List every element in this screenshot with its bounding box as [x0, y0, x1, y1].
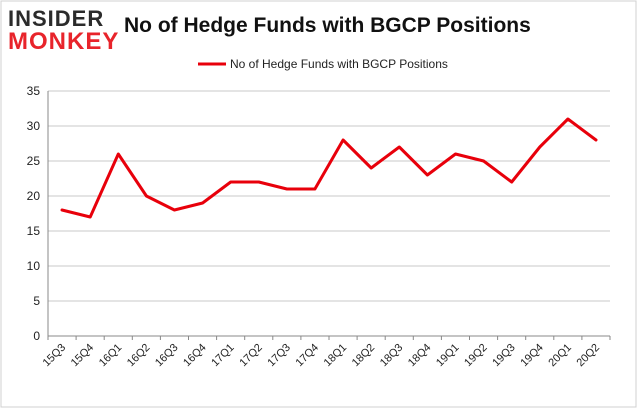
insider-monkey-logo: INSIDER MONKEY — [8, 6, 120, 55]
data-point — [173, 209, 175, 211]
x-tick-label: 17Q3 — [265, 342, 293, 370]
data-point — [61, 209, 63, 211]
x-tick-label: 20Q2 — [575, 342, 603, 370]
grid-lines — [48, 90, 610, 337]
x-tick-label: 16Q4 — [181, 342, 209, 370]
logo-line-2: MONKEY — [8, 28, 120, 55]
series-layer — [60, 117, 598, 219]
data-point — [539, 146, 541, 148]
data-point — [567, 118, 569, 120]
data-point — [398, 146, 400, 148]
data-point — [117, 153, 119, 155]
data-point — [426, 174, 428, 176]
x-tick-label: 19Q4 — [518, 342, 546, 370]
y-tick-label: 0 — [33, 329, 40, 343]
x-tick-label: 19Q3 — [490, 342, 518, 370]
x-tick-label: 16Q1 — [97, 342, 125, 370]
x-tick-label: 17Q4 — [294, 342, 322, 370]
chart-title: No of Hedge Funds with BGCP Positions — [124, 14, 531, 37]
legend-label: No of Hedge Funds with BGCP Positions — [230, 57, 448, 71]
data-point — [286, 188, 288, 190]
x-tick-label: 15Q3 — [41, 342, 69, 370]
y-tick-label: 25 — [27, 154, 41, 168]
y-tick-label: 35 — [27, 84, 41, 98]
data-point — [595, 139, 597, 141]
x-tick-label: 18Q4 — [406, 342, 434, 370]
x-tick-label: 18Q1 — [322, 342, 350, 370]
data-point — [314, 188, 316, 190]
x-tick-label: 17Q2 — [237, 342, 265, 370]
y-tick-label: 5 — [33, 294, 40, 308]
data-point — [230, 181, 232, 183]
data-point — [89, 216, 91, 218]
x-tick-label: 18Q2 — [350, 342, 378, 370]
x-tick-label: 20Q1 — [546, 342, 574, 370]
data-point — [202, 202, 204, 204]
y-tick-label: 10 — [27, 259, 41, 273]
data-point — [145, 195, 147, 197]
y-tick-label: 30 — [27, 119, 41, 133]
data-point — [342, 139, 344, 141]
x-tick-label: 19Q1 — [434, 342, 462, 370]
x-tick-label: 16Q2 — [125, 342, 153, 370]
data-point — [258, 181, 260, 183]
y-tick-label: 15 — [27, 224, 41, 238]
y-axis: 0 5 10 15 20 25 30 35 — [27, 84, 49, 343]
x-tick-label: 17Q1 — [209, 342, 237, 370]
data-point — [483, 160, 485, 162]
legend: No of Hedge Funds with BGCP Positions — [198, 57, 448, 71]
x-tick-label: 15Q4 — [69, 342, 97, 370]
data-point — [370, 167, 372, 169]
x-tick-label: 19Q2 — [462, 342, 490, 370]
y-tick-label: 20 — [27, 189, 41, 203]
series-line — [60, 117, 598, 219]
x-tick-label: 18Q3 — [378, 342, 406, 370]
logo-line-1: INSIDER — [8, 6, 105, 31]
data-point — [454, 153, 456, 155]
data-point — [511, 181, 513, 183]
x-tick-label: 16Q3 — [153, 342, 181, 370]
x-axis: 15Q3 15Q4 16Q1 16Q2 16Q3 16Q4 17Q1 17Q2 17Q3 17Q4… — [41, 335, 611, 370]
